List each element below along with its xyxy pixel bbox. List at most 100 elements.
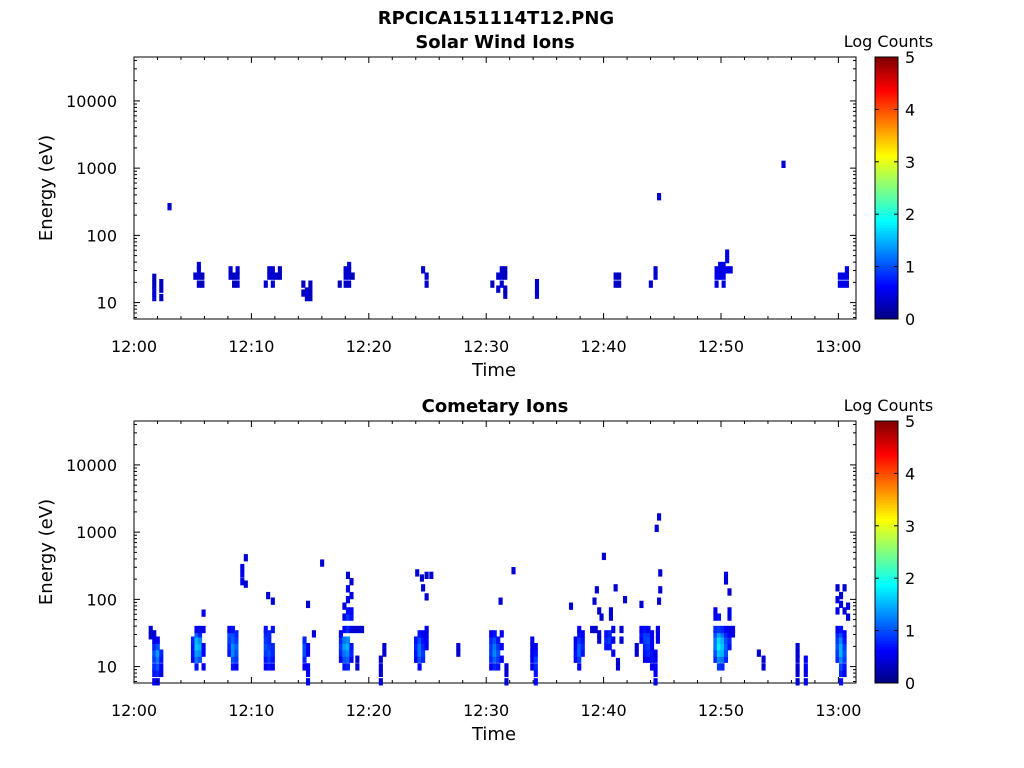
colorbar-segment <box>875 227 898 231</box>
heatmap-cell <box>378 678 383 686</box>
heatmap-cell <box>492 663 497 671</box>
y-tick-label: 10000 <box>66 456 117 475</box>
y-axis-label: Energy (eV) <box>36 499 57 605</box>
colorbar-segment <box>875 59 898 63</box>
heatmap-cell <box>714 272 719 280</box>
heatmap-cell <box>716 625 722 634</box>
heatmap-cell <box>345 607 351 615</box>
colorbar-segment <box>875 292 898 296</box>
colorbar-segment <box>875 441 898 446</box>
heatmap-cell <box>304 287 309 295</box>
heatmap-cell <box>155 636 160 644</box>
colorbar-segment <box>875 499 898 503</box>
colorbar-segment <box>875 243 898 247</box>
heatmap-cell <box>227 649 232 657</box>
colorbar-segment <box>875 80 898 84</box>
heatmap-cell <box>655 625 660 634</box>
heatmap-cell <box>197 625 203 634</box>
heatmap-cell <box>503 285 508 293</box>
heatmap-cell <box>613 272 618 280</box>
heatmap-cell <box>597 607 602 615</box>
heatmap-cell <box>730 630 736 638</box>
heatmap-cell <box>713 649 718 657</box>
heatmap-cell <box>599 613 604 621</box>
heatmap-cell <box>240 570 245 578</box>
heatmap-cell <box>723 649 729 657</box>
heatmap-cell <box>342 655 347 663</box>
colorbar-segment <box>875 185 898 189</box>
colorbar-segment <box>875 274 898 278</box>
colorbar-segment <box>875 549 898 553</box>
heatmap-cell <box>492 642 497 651</box>
heatmap-cell <box>338 636 343 644</box>
heatmap-cell <box>534 278 540 287</box>
heatmap-cell <box>716 655 722 663</box>
heatmap-cell <box>496 649 501 657</box>
heatmap-cell <box>725 266 730 274</box>
colorbar-segment <box>875 271 898 275</box>
y-tick-label: 100 <box>86 226 117 245</box>
colorbar-segment <box>875 625 898 629</box>
heatmap-cell <box>639 636 644 644</box>
colorbar-segment <box>875 104 898 108</box>
heatmap-cell <box>723 655 729 663</box>
heatmap-cell <box>201 663 206 671</box>
heatmap-cell <box>159 655 164 663</box>
heatmap-cell <box>159 663 164 671</box>
heatmap-cell <box>720 663 725 671</box>
heatmap-cell <box>320 559 325 567</box>
heatmap-cell <box>194 636 199 644</box>
colorbar-segment <box>875 428 898 432</box>
colorbar-segment <box>875 122 898 126</box>
heatmap-cell <box>604 642 609 651</box>
heatmap-cell <box>338 649 343 657</box>
heatmap-cell <box>844 272 849 280</box>
colorbar-segment <box>875 491 898 495</box>
colorbar-segment <box>875 75 898 79</box>
colorbar-segment <box>875 161 898 165</box>
colorbar-segment <box>875 617 898 621</box>
colorbar-segment <box>875 662 898 666</box>
heatmap-cell <box>230 625 235 634</box>
colorbar-segment <box>875 112 898 116</box>
colorbar-segment <box>875 143 898 147</box>
heatmap-cell <box>837 280 842 288</box>
heatmap-cell <box>795 678 800 686</box>
heatmap-cell <box>302 636 307 644</box>
heatmap-cell <box>270 649 275 657</box>
colorbar-segment <box>875 483 898 487</box>
heatmap-cell <box>713 642 718 651</box>
heatmap-cell <box>608 607 613 615</box>
colorbar-segment <box>875 575 898 579</box>
heatmap-cell <box>343 266 348 274</box>
colorbar-segment <box>875 219 898 223</box>
heatmap-cell <box>190 642 196 651</box>
heatmap-cell <box>653 655 658 663</box>
heatmap-cell <box>230 636 235 644</box>
heatmap-cell <box>232 280 237 288</box>
colorbar-tick-label: 5 <box>905 48 915 67</box>
colorbar-segment <box>875 287 898 291</box>
colorbar-segment <box>875 316 898 320</box>
colorbar-tick-label: 1 <box>905 258 915 277</box>
heatmap-cell <box>533 669 538 678</box>
heatmap-cell <box>263 649 268 657</box>
heatmap-cell <box>196 261 201 270</box>
colorbar-segment <box>875 510 898 514</box>
heatmap-cell <box>345 596 351 604</box>
heatmap-cell <box>730 625 736 634</box>
heatmap-cell <box>835 642 840 651</box>
heatmap-cell <box>424 636 429 644</box>
colorbar-segment <box>875 651 898 655</box>
heatmap-cell <box>413 642 419 651</box>
heatmap-cell <box>577 649 582 657</box>
colorbar-segment <box>875 305 898 310</box>
x-tick-label: 12:20 <box>346 701 392 720</box>
heatmap-cell <box>727 625 732 634</box>
heatmap-cell <box>302 649 307 657</box>
colorbar-segment <box>875 245 898 249</box>
heatmap-cell <box>725 255 730 264</box>
heatmap-cell <box>837 272 842 280</box>
heatmap-cell <box>342 636 347 644</box>
heatmap-cell <box>190 655 196 663</box>
